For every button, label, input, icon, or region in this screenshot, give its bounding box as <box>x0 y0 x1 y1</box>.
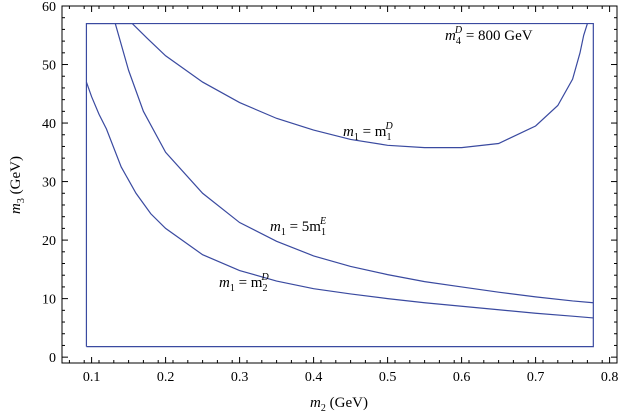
y-axis-title: m3 (GeV) <box>8 156 27 214</box>
x-tick-label: 0.3 <box>231 370 249 385</box>
y-tick-label: 30 <box>42 176 56 191</box>
plot-frame <box>61 5 618 364</box>
annotation-curve-m1-eq-5m1E: m1 = 5m1E <box>270 216 326 238</box>
x-tick-label: 0.5 <box>379 370 397 385</box>
series-line-1 <box>85 22 594 348</box>
y-tick-label: 0 <box>49 351 56 366</box>
x-tick-label: 0.2 <box>157 370 175 385</box>
series-line-4 <box>85 81 594 319</box>
x-tick-label: 0.7 <box>527 370 545 385</box>
y-tick-label: 50 <box>42 59 56 74</box>
x-tick-label: 0.4 <box>305 370 323 385</box>
x-axis-title: m2 (GeV) <box>310 395 368 413</box>
annotation-m4d: m4D = 800 GeV <box>445 25 533 47</box>
x-tick-label: 0.6 <box>453 370 471 385</box>
y-tick-label: 10 <box>42 293 56 308</box>
x-tick-label: 0.8 <box>601 370 619 385</box>
x-tick-label: 0.1 <box>83 370 101 385</box>
series-line-2 <box>86 22 588 149</box>
annotation-curve-m1-eq-m2D: m1 = m2D <box>219 272 269 294</box>
curves <box>85 22 594 348</box>
y-tick-label: 20 <box>42 234 56 249</box>
y-tick-label: 40 <box>42 117 56 132</box>
series-line-3 <box>114 23 594 304</box>
tick-marks <box>62 5 617 363</box>
tick-labels: 0.1 0.2 0.3 0.4 0.5 0.6 0.7 0.8 0 10 20 30 40 50 60 <box>42 0 618 385</box>
annotation-curve-m1-eq-m1D: m1 = m1D <box>343 121 393 143</box>
y-tick-label: 60 <box>42 0 56 15</box>
